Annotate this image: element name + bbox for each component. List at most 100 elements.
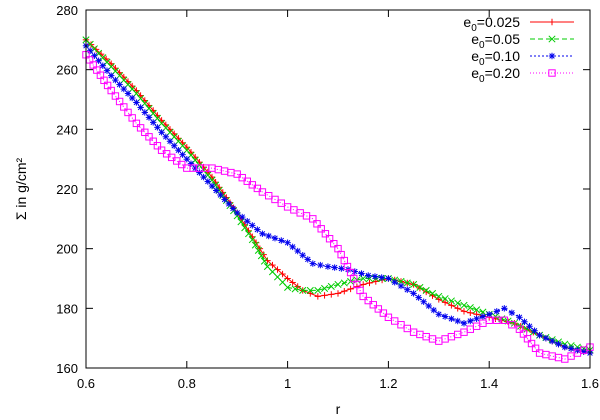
data-point — [435, 337, 443, 345]
interp-marker — [338, 265, 345, 272]
interp-marker — [294, 247, 301, 255]
interp-marker — [441, 313, 449, 320]
data-point — [516, 314, 523, 321]
interp-marker — [260, 251, 267, 258]
data-point — [258, 188, 267, 196]
data-point — [359, 292, 367, 301]
data-point — [107, 86, 115, 95]
interp-marker — [454, 317, 461, 325]
interp-marker — [214, 165, 223, 174]
interp-marker — [87, 47, 94, 54]
data-point — [314, 293, 322, 300]
interp-marker — [271, 235, 279, 242]
x-tick-label: 1.6 — [581, 376, 599, 391]
interp-marker — [493, 308, 500, 315]
interp-marker — [403, 324, 412, 333]
interp-marker — [397, 321, 405, 329]
interp-marker — [217, 191, 224, 199]
data-point — [259, 230, 266, 237]
data-point — [284, 275, 291, 282]
y-tick-label: 280 — [56, 3, 78, 18]
x-tick-label: 1 — [284, 376, 291, 391]
data-point — [324, 263, 332, 270]
interp-marker — [290, 206, 298, 214]
data-point — [485, 316, 493, 324]
data-point — [208, 164, 216, 172]
legend-marker — [548, 52, 556, 60]
interp-marker — [141, 109, 148, 116]
interp-marker — [366, 279, 373, 287]
interp-marker — [473, 306, 481, 314]
interp-marker — [369, 301, 377, 309]
legend-entry-2: e0=0.05 — [471, 31, 574, 51]
legend-label: e0=0.05 — [471, 31, 520, 51]
interp-marker — [120, 103, 128, 111]
y-tick-label: 260 — [56, 63, 78, 78]
series-2 — [82, 36, 594, 354]
y-axis-label: Σ in g/cm² — [13, 158, 29, 221]
interp-marker — [150, 119, 157, 126]
data-point — [309, 260, 316, 267]
interp-marker — [225, 200, 232, 208]
interp-marker — [330, 239, 338, 248]
data-point — [314, 286, 322, 294]
interp-marker — [340, 256, 349, 265]
legend-entry-3: e0=0.10 — [471, 48, 574, 68]
x-tick-label: 1.4 — [480, 376, 498, 391]
data-point — [410, 280, 418, 289]
interp-marker — [425, 302, 432, 310]
interp-marker — [454, 299, 462, 307]
interp-marker — [448, 302, 455, 309]
interp-marker — [542, 350, 550, 359]
data-point — [183, 155, 190, 163]
interp-marker — [567, 345, 575, 352]
interp-marker — [313, 220, 321, 228]
interp-marker — [371, 273, 379, 280]
interp-marker — [347, 285, 354, 293]
interp-marker — [340, 279, 348, 287]
x-axis-label: r — [336, 401, 341, 417]
interp-marker — [175, 147, 182, 154]
interp-marker — [325, 235, 334, 243]
interp-marker — [304, 256, 311, 263]
interp-marker — [116, 81, 123, 88]
interp-marker — [527, 339, 536, 348]
data-point — [435, 311, 442, 318]
interp-marker — [265, 192, 273, 200]
interp-marker — [149, 137, 157, 145]
interp-marker — [493, 316, 501, 324]
interp-marker — [331, 264, 338, 271]
interp-marker — [428, 289, 437, 297]
interp-marker — [519, 330, 528, 338]
data-point — [460, 320, 468, 327]
interp-marker — [111, 92, 120, 100]
interp-marker — [204, 178, 211, 185]
interp-marker — [337, 250, 345, 259]
series-1 — [82, 36, 594, 357]
data-point — [365, 272, 372, 279]
interp-marker — [508, 309, 516, 317]
interp-marker — [542, 334, 550, 342]
interp-marker — [467, 317, 474, 325]
y-tick-label: 200 — [56, 242, 78, 257]
interp-marker — [430, 306, 437, 314]
interp-marker — [420, 298, 427, 305]
interp-marker — [249, 222, 256, 229]
interp-marker — [289, 279, 296, 286]
interp-marker — [307, 290, 314, 297]
interp-marker — [328, 291, 335, 298]
interp-marker — [141, 128, 149, 137]
interp-marker — [95, 57, 102, 64]
data-point — [158, 129, 165, 136]
interp-marker — [321, 230, 330, 238]
interp-marker — [103, 67, 111, 74]
series-layer — [82, 36, 594, 363]
y-tick-label: 160 — [56, 361, 78, 376]
legend-entry-1: e0=0.025 — [463, 14, 574, 34]
data-point — [234, 209, 241, 217]
interp-marker — [454, 305, 461, 312]
interp-marker — [466, 304, 474, 312]
interp-marker — [321, 284, 329, 292]
interp-marker — [473, 315, 480, 322]
